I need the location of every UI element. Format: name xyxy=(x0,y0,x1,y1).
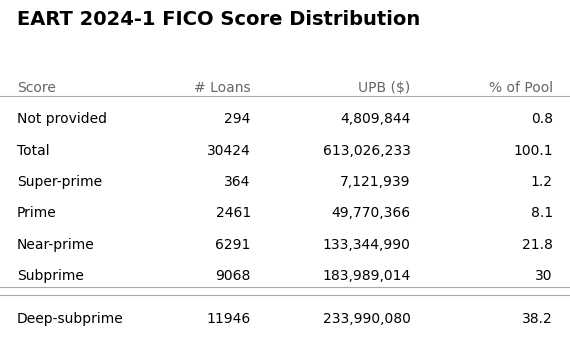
Text: Deep-subprime: Deep-subprime xyxy=(17,312,124,326)
Text: 294: 294 xyxy=(225,112,251,126)
Text: 21.8: 21.8 xyxy=(522,238,553,252)
Text: 4,809,844: 4,809,844 xyxy=(340,112,410,126)
Text: Score: Score xyxy=(17,81,56,95)
Text: 38.2: 38.2 xyxy=(522,312,553,326)
Text: Not provided: Not provided xyxy=(17,112,107,126)
Text: 9068: 9068 xyxy=(215,269,251,283)
Text: 1.2: 1.2 xyxy=(531,175,553,189)
Text: 30: 30 xyxy=(535,269,553,283)
Text: 8.1: 8.1 xyxy=(531,206,553,220)
Text: Super-prime: Super-prime xyxy=(17,175,102,189)
Text: 183,989,014: 183,989,014 xyxy=(322,269,410,283)
Text: 364: 364 xyxy=(225,175,251,189)
Text: 0.8: 0.8 xyxy=(531,112,553,126)
Text: UPB ($): UPB ($) xyxy=(358,81,410,95)
Text: % of Pool: % of Pool xyxy=(488,81,553,95)
Text: 233,990,080: 233,990,080 xyxy=(323,312,410,326)
Text: 11946: 11946 xyxy=(206,312,251,326)
Text: 7,121,939: 7,121,939 xyxy=(340,175,410,189)
Text: Subprime: Subprime xyxy=(17,269,84,283)
Text: Total: Total xyxy=(17,144,50,158)
Text: Near-prime: Near-prime xyxy=(17,238,95,252)
Text: EART 2024-1 FICO Score Distribution: EART 2024-1 FICO Score Distribution xyxy=(17,10,420,29)
Text: 133,344,990: 133,344,990 xyxy=(323,238,410,252)
Text: 49,770,366: 49,770,366 xyxy=(331,206,410,220)
Text: # Loans: # Loans xyxy=(194,81,251,95)
Text: 100.1: 100.1 xyxy=(513,144,553,158)
Text: 2461: 2461 xyxy=(215,206,251,220)
Text: Prime: Prime xyxy=(17,206,57,220)
Text: 6291: 6291 xyxy=(215,238,251,252)
Text: 613,026,233: 613,026,233 xyxy=(323,144,410,158)
Text: 30424: 30424 xyxy=(207,144,251,158)
